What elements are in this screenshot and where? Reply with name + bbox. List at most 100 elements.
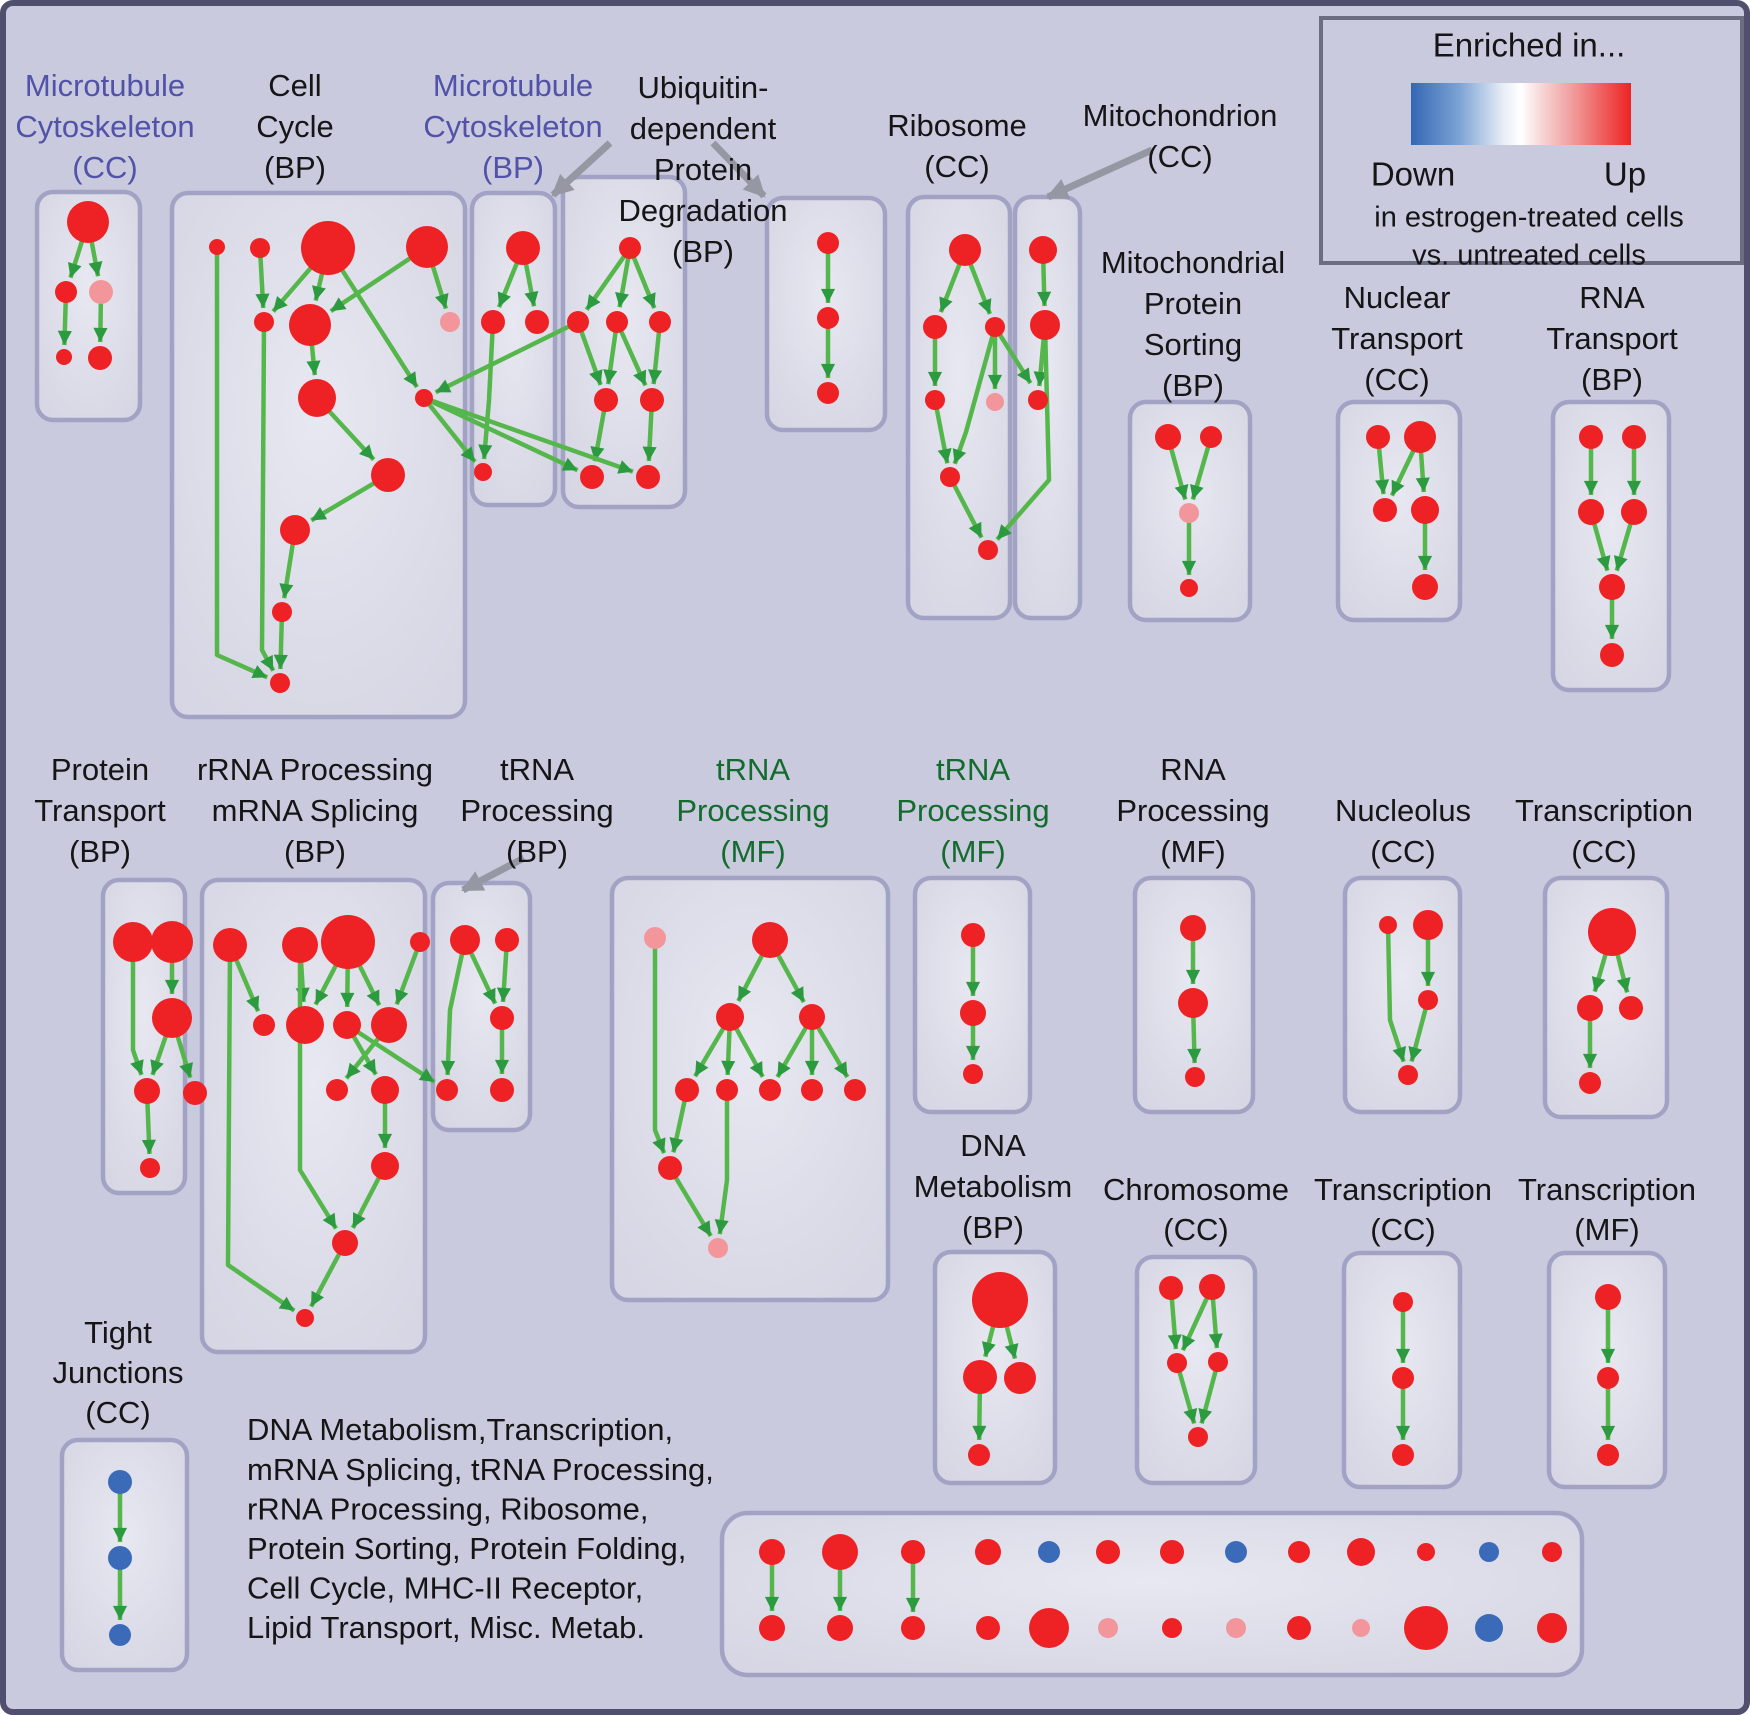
go-term-node: [976, 1616, 1000, 1640]
go-term-node: [817, 232, 839, 254]
cluster-label: Cytoskeleton: [423, 109, 602, 144]
go-term-node: [594, 388, 618, 412]
go-term-node: [1029, 236, 1057, 264]
cluster-label: rRNA Processing: [197, 752, 433, 787]
go-term-node: [960, 1000, 986, 1026]
go-term-node: [406, 226, 448, 268]
go-term-node: [209, 239, 225, 255]
cluster-label: Microtubule: [433, 68, 593, 103]
cluster-box-rna-transport: [1550, 399, 1672, 693]
go-term-node: [925, 390, 945, 410]
cluster-label: Cytoskeleton: [15, 109, 194, 144]
go-term-node: [619, 237, 641, 259]
go-term-node: [67, 201, 109, 243]
go-term-node: [1030, 310, 1060, 340]
go-term-node: [56, 349, 72, 365]
go-term-node: [675, 1078, 699, 1102]
go-term-node: [1185, 1067, 1205, 1087]
go-term-node: [450, 925, 480, 955]
cluster-label: Processing: [460, 793, 613, 828]
go-term-node: [978, 540, 998, 560]
go-term-node: [606, 311, 628, 333]
go-term-node: [1577, 995, 1603, 1021]
go-term-node: [1579, 1072, 1601, 1094]
misc-cluster-list: Lipid Transport, Misc. Metab.: [247, 1610, 645, 1645]
go-term-node: [1038, 1541, 1060, 1563]
go-term-node: [282, 927, 318, 963]
go-term-node: [250, 238, 270, 258]
go-term-node: [474, 463, 492, 481]
go-term-node: [759, 1615, 785, 1641]
go-term-node: [371, 1007, 407, 1043]
go-term-node: [410, 932, 430, 952]
go-term-node: [640, 388, 664, 412]
go-term-node: [1392, 1367, 1414, 1389]
go-term-node: [1155, 424, 1181, 450]
cluster-label: Protein: [1144, 286, 1242, 321]
go-term-node: [716, 1079, 738, 1101]
go-edge: [255, 247, 270, 309]
cluster-label: (CC): [72, 150, 137, 185]
legend-colorbar: [1411, 83, 1631, 145]
go-term-node: [1412, 574, 1438, 600]
go-edge: [1198, 1361, 1221, 1425]
legend-up-label: Up: [1604, 156, 1646, 193]
go-term-node: [923, 315, 947, 339]
label-pointer-arrow: [710, 140, 767, 199]
go-term-node: [1188, 1427, 1208, 1447]
misc-cluster-list: Cell Cycle, MHC-II Receptor,: [247, 1571, 643, 1606]
cluster-label: (CC): [1571, 834, 1636, 869]
go-term-node: [961, 923, 985, 947]
go-term-node: [801, 1079, 823, 1101]
cluster-label: (BP): [506, 834, 568, 869]
go-term-node: [716, 1003, 744, 1031]
cluster-label: (BP): [672, 234, 734, 269]
go-term-node: [286, 1006, 324, 1044]
legend-subtitle: in estrogen-treated cells: [1374, 202, 1684, 234]
go-term-node: [490, 1078, 514, 1102]
cluster-label: Processing: [1116, 793, 1269, 828]
go-term-node: [1404, 421, 1436, 453]
go-edge: [993, 325, 1033, 385]
go-edge: [952, 326, 998, 465]
go-term-node: [296, 1309, 314, 1327]
cluster-label: Mitochondrial: [1101, 245, 1285, 280]
cluster-label: (CC): [1364, 362, 1429, 397]
go-edge: [948, 475, 984, 539]
go-term-node: [1621, 499, 1647, 525]
go-term-node: [1398, 1065, 1418, 1085]
go-term-node: [1479, 1542, 1499, 1562]
go-term-node: [109, 1624, 131, 1646]
cluster-label: RNA: [1579, 280, 1645, 315]
cluster-label: Cell: [268, 68, 321, 103]
go-term-node: [332, 1230, 358, 1256]
go-edge: [714, 1090, 730, 1235]
go-term-node: [975, 1539, 1001, 1565]
go-term-node: [1417, 1543, 1435, 1561]
cluster-label: (CC): [924, 149, 989, 184]
go-term-node: [108, 1470, 132, 1494]
go-term-node: [901, 1616, 925, 1640]
go-edge: [932, 399, 952, 464]
cluster-label: RNA: [1160, 752, 1226, 787]
go-term-node: [1028, 390, 1048, 410]
cluster-label: mRNA Splicing: [212, 793, 419, 828]
go-term-node: [1619, 996, 1643, 1020]
cluster-label: Processing: [676, 793, 829, 828]
go-term-node: [1178, 988, 1208, 1018]
go-term-node: [88, 346, 112, 370]
go-term-node: [289, 304, 331, 346]
go-term-node: [1413, 910, 1443, 940]
go-term-node: [972, 1272, 1028, 1328]
go-term-node: [1159, 1276, 1183, 1300]
legend-box: [1319, 16, 1744, 265]
cluster-label: Ubiquitin-: [638, 70, 769, 105]
cluster-box-microtubule-bp: [469, 190, 558, 508]
misc-cluster-list: rRNA Processing, Ribosome,: [247, 1491, 648, 1526]
go-term-node: [1600, 643, 1624, 667]
go-term-node: [525, 310, 549, 334]
go-term-node: [1373, 498, 1397, 522]
cluster-label: (BP): [284, 834, 346, 869]
